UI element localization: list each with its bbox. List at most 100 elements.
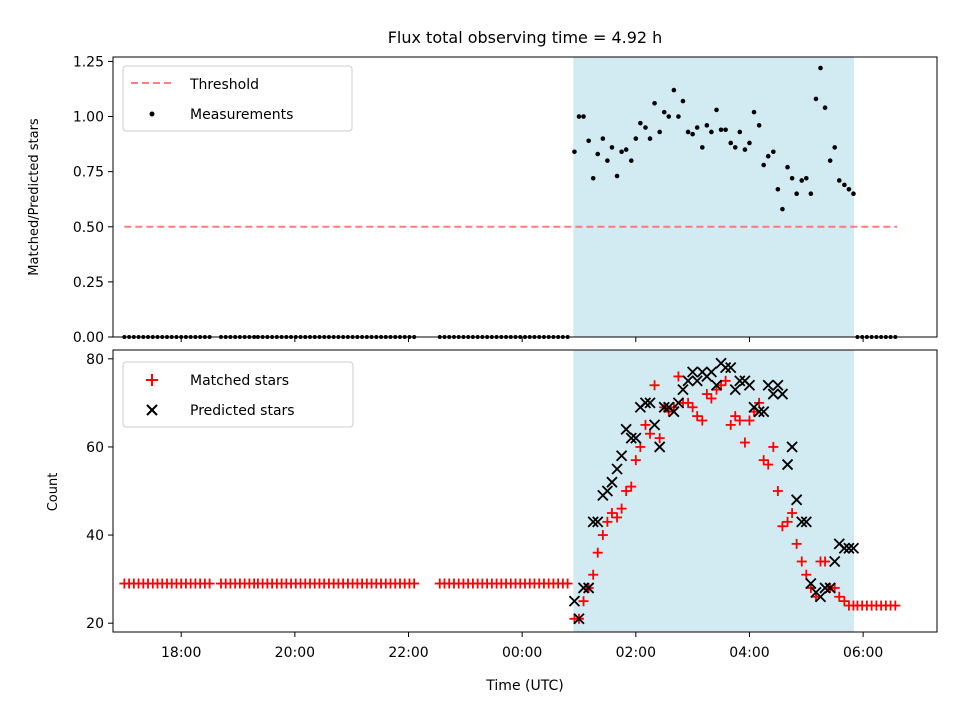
top-y-tick-label: 1.25 — [73, 54, 104, 70]
measurement-point — [614, 173, 620, 179]
matched-legend-label: Matched stars — [190, 373, 289, 389]
measurement-point — [718, 127, 724, 133]
measurement-point — [605, 158, 610, 163]
predicted-legend-marker — [146, 404, 158, 416]
measurement-point — [638, 120, 643, 126]
measurements-legend-label: Measurements — [190, 107, 293, 123]
top-y-tick-label: 1.00 — [73, 110, 104, 126]
bottom-y-tick-label: 40 — [86, 528, 104, 544]
matched-stars-point — [588, 569, 599, 580]
measurement-point — [576, 114, 582, 119]
matched-stars-point — [612, 512, 623, 523]
bottom-panel: 20 40 60 80 18:00 20:00 22:00 00:00 02:00 04:00 0… — [46, 349, 938, 694]
measurements-legend-marker — [149, 111, 155, 117]
predicted-stars-point — [625, 432, 637, 444]
measurement-point — [737, 129, 743, 135]
top-y-tick-label: 0.25 — [73, 275, 104, 291]
measurement-point — [581, 114, 586, 119]
measurement-point — [846, 186, 852, 192]
predicted-stars-point — [668, 406, 680, 418]
bottom-y-axis-label: Count — [46, 473, 61, 512]
matched-stars-point — [768, 441, 779, 452]
predicted-stars-point — [767, 388, 779, 400]
measurement-point — [813, 96, 819, 102]
matched-stars-point — [839, 596, 850, 607]
matched-stars-point — [621, 486, 632, 496]
matched-stars-point — [801, 569, 812, 580]
x-tick-label: 22:00 — [388, 645, 428, 661]
predicted-stars-point — [776, 388, 789, 400]
predicted-stars-point — [758, 406, 770, 418]
measurement-point — [803, 175, 809, 181]
measurement-point — [751, 109, 757, 115]
measurement-point — [643, 125, 648, 130]
measurement-point — [728, 140, 734, 146]
measurement-point — [704, 123, 710, 128]
bottom-y-tick-label: 80 — [86, 352, 104, 368]
bottom-legend: Matched stars Predicted stars — [122, 361, 354, 428]
top-legend: Threshold Measurements — [122, 65, 353, 132]
matched-stars-point — [204, 578, 215, 589]
matched-stars-point — [777, 521, 788, 532]
predicted-stars-point — [592, 516, 604, 528]
measurement-point — [732, 145, 738, 150]
predicted-stars-point — [734, 375, 746, 387]
x-tick-label: 20:00 — [275, 645, 315, 661]
predicted-stars-point — [743, 379, 756, 391]
matched-stars-point — [645, 428, 656, 439]
predicted-stars-point — [691, 375, 703, 387]
matched-stars-point — [820, 556, 831, 567]
bottom-observing-window — [573, 350, 855, 632]
measurement-point — [747, 140, 752, 146]
predicted-stars-point — [800, 516, 812, 528]
predicted-stars-point — [781, 458, 794, 471]
measurement-point — [775, 186, 781, 192]
matched-stars-point — [725, 419, 736, 430]
matched-stars-point — [635, 441, 646, 452]
predicted-stars-point — [838, 542, 851, 554]
predicted-stars-point — [639, 397, 652, 409]
top-y-axis-label: Matched/Predicted stars — [27, 118, 42, 276]
matched-stars-point — [578, 596, 589, 607]
predicted-stars-point — [611, 463, 623, 475]
top-observing-window — [573, 57, 855, 337]
measurement-point — [595, 151, 601, 157]
measurement-point — [600, 136, 606, 141]
measurement-point — [709, 129, 714, 135]
top-axes-frame — [112, 56, 938, 338]
matched-stars-point — [791, 538, 802, 549]
predicted-stars-point — [654, 441, 666, 453]
predicted-stars-point — [583, 582, 595, 594]
matched-stars-point — [606, 508, 617, 519]
predicted-stars-point — [677, 384, 689, 396]
predicted-stars-point — [843, 542, 855, 554]
predicted-stars-point — [796, 516, 808, 528]
matched-legend-marker — [146, 374, 158, 386]
matched-stars-point — [626, 481, 637, 492]
measurement-point — [723, 127, 728, 133]
predicted-stars-point — [568, 595, 581, 607]
bottom-y-tick-label: 60 — [86, 440, 104, 456]
measurement-point — [671, 87, 677, 93]
measurement-point — [822, 105, 828, 111]
measurement-point — [633, 136, 639, 141]
measurement-point — [808, 191, 814, 196]
measurement-point — [694, 125, 700, 130]
matched-stars-point — [649, 380, 660, 391]
predicted-stars-point — [729, 384, 741, 396]
matched-stars-point — [772, 486, 783, 496]
predicted-stars-point — [672, 397, 685, 409]
measurement-point — [832, 145, 838, 150]
matched-stars-point — [739, 437, 750, 448]
predicted-stars-point — [687, 366, 699, 378]
predicted-stars-point — [630, 432, 642, 444]
top-panel: 0.00 0.25 0.50 0.75 1.00 1.25 Matched/Predict… — [27, 54, 938, 346]
predicted-stars-point — [725, 361, 737, 374]
predicted-stars-point — [710, 379, 723, 391]
matched-stars-point — [734, 415, 745, 426]
predicted-stars-point — [601, 485, 614, 497]
matched-stars-point — [562, 578, 573, 589]
predicted-stars-point — [644, 397, 656, 409]
measurement-point — [647, 136, 653, 141]
